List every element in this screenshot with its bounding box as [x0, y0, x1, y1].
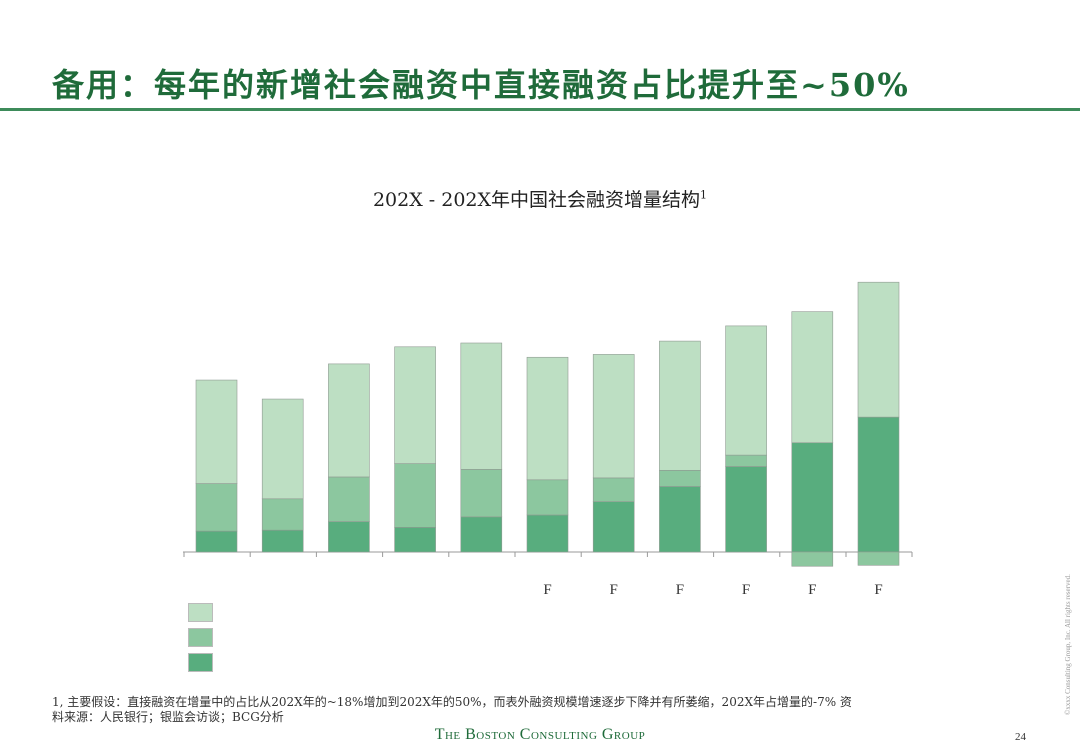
legend-swatch-top: [188, 603, 213, 622]
legend-swatch-middle: [188, 628, 213, 647]
bar-segment-middle: [659, 469, 701, 487]
bar-segment-top: [592, 354, 635, 479]
x-tick-label: F: [610, 582, 618, 598]
bar-segment-top: [328, 363, 370, 478]
footnote: 1, 主要假设：直接融资在增量中的占比从202X年的~18%增加到202X年的5…: [52, 695, 952, 725]
bar-segment-bottom: [725, 466, 767, 553]
x-tick-label: F: [808, 582, 816, 598]
slide-title: 备用：每年的新增社会融资中直接融资占比提升至~50%: [52, 66, 910, 104]
copyright-notice: ©xxxx Consulting Group, Inc. All rights …: [1064, 490, 1076, 720]
bar-segment-top: [460, 342, 503, 470]
bar-segment-middle: [394, 463, 436, 528]
footnote-line-2: 料来源：人民银行；银监会访谈；BCG分析: [52, 710, 284, 724]
bar-segment-bottom: [526, 514, 569, 553]
bar-segment-top: [725, 325, 767, 456]
copyright-text: ©xxxx Consulting Group, Inc. All rights …: [1064, 574, 1072, 715]
bar-segment-top: [857, 281, 900, 418]
bar-segment-bottom: [394, 526, 436, 553]
bar-segment-middle: [460, 469, 503, 518]
bar-segment-bottom: [659, 486, 701, 553]
bar-segment-middle: [857, 551, 900, 566]
page-number: 24: [1015, 731, 1026, 743]
bar-segment-middle: [526, 479, 569, 516]
x-tick-label: F: [742, 582, 750, 598]
bar-segment-middle: [791, 551, 834, 567]
bar-segment-middle: [328, 476, 370, 522]
bar-segment-bottom: [195, 530, 238, 553]
x-tick-label: F: [543, 582, 551, 598]
legend-swatch-bottom: [188, 653, 213, 672]
bar-segment-top: [791, 311, 834, 444]
bar-segment-bottom: [791, 442, 834, 553]
bar-segment-bottom: [328, 521, 370, 553]
x-tick-label: F: [676, 582, 684, 598]
bar-segment-top: [195, 379, 238, 484]
bar-segment-bottom: [592, 501, 635, 553]
bar-segment-middle: [195, 483, 238, 532]
bar-segment-middle: [261, 498, 304, 531]
brand-logo: The Boston Consulting Group: [434, 726, 646, 743]
bar-segment-bottom: [460, 516, 503, 553]
bar-segment-top: [526, 356, 569, 481]
x-tick-label: F: [874, 582, 882, 598]
footnote-line-1: 1, 主要假设：直接融资在增量中的占比从202X年的~18%增加到202X年的5…: [52, 695, 852, 709]
bar-segment-top: [261, 398, 304, 500]
bar-segment-top: [394, 346, 436, 464]
title-rule: [0, 108, 1080, 111]
chart-title: 202X - 202X年中国社会融资增量结构1: [0, 185, 1080, 212]
bar-segment-middle: [592, 477, 635, 502]
bar-segment-middle: [725, 454, 767, 467]
bar-segment-bottom: [261, 529, 304, 553]
bar-segment-top: [659, 340, 701, 471]
chart-title-text: 202X - 202X年中国社会融资增量结构: [372, 189, 701, 211]
chart-title-footnote-marker: 1: [700, 188, 708, 202]
bar-segment-bottom: [857, 416, 900, 553]
